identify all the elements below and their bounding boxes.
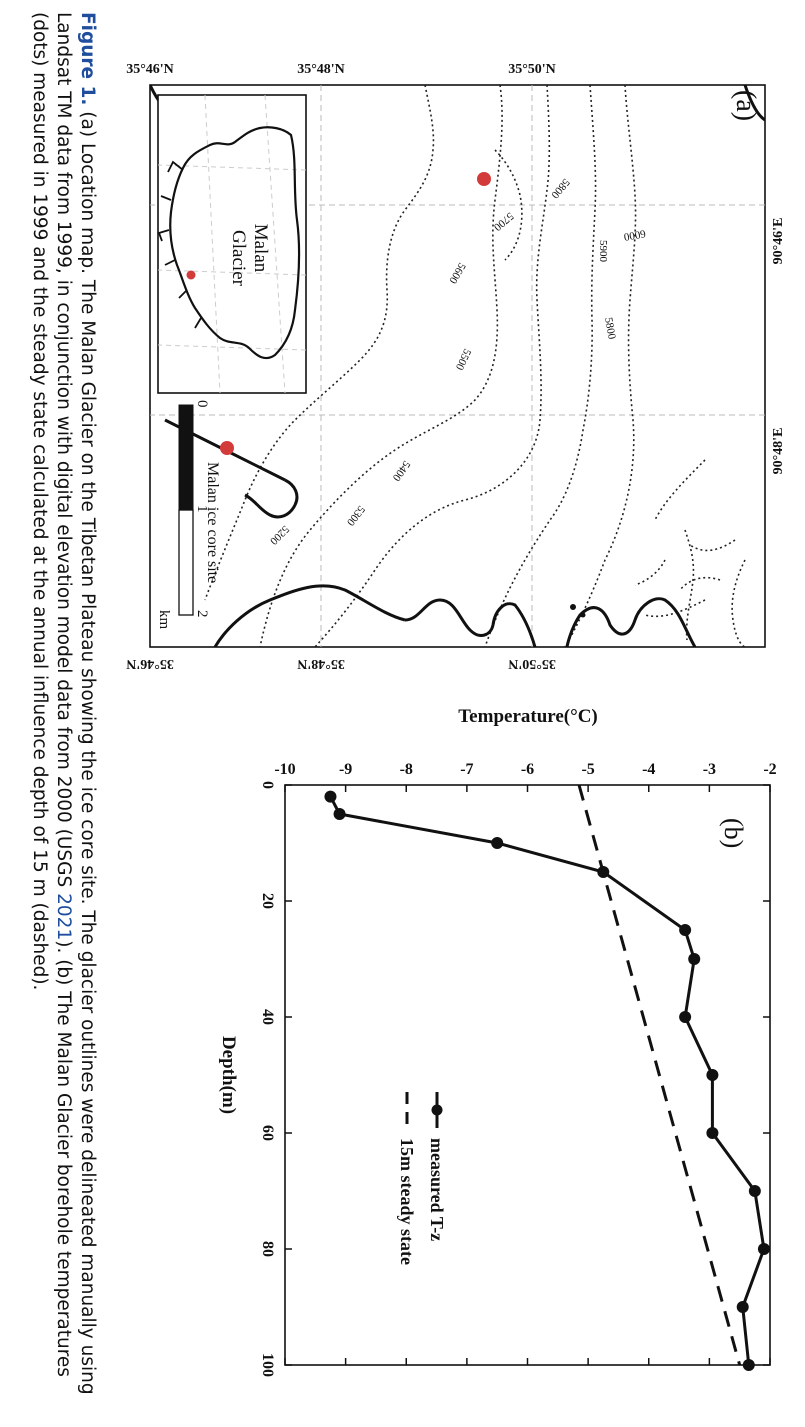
inset-site-marker [186, 270, 196, 280]
scale-bar-white [178, 509, 194, 616]
map-tick-labels: 90°46'E 90°48'E 35°50'N 35°48'N 35°46'N … [126, 62, 786, 671]
measured-point [491, 837, 504, 849]
legend-measured-label: measured T-z [427, 1138, 447, 1241]
measured-point [706, 1069, 719, 1081]
figure-caption: Figure 1. (a) Location map. The Malan Gl… [27, 12, 99, 1412]
y-tick-label: -4 [642, 761, 655, 778]
chart-ylabel: Temperature(°C) [458, 706, 598, 727]
small-glacier-patches [570, 604, 586, 618]
chart-xlabel: Depth(m) [218, 1036, 239, 1114]
y-tick-label: -10 [274, 761, 295, 778]
y-tick-label: -3 [703, 761, 716, 778]
contour-label: 6000 [622, 227, 646, 243]
x-tick-label: 40 [259, 1009, 276, 1025]
x-tick-label: 80 [259, 1241, 276, 1257]
y-tick-label: -9 [339, 761, 352, 778]
measured-point [324, 790, 337, 803]
lat-tick-right-1: 35°50'N [508, 656, 556, 671]
measured-point [757, 1243, 770, 1255]
y-tick-label: -8 [400, 761, 413, 778]
lat-tick-left-1: 35°50'N [508, 62, 556, 77]
measured-point [679, 924, 692, 936]
scale-label-1: 1 [194, 505, 210, 513]
x-tick-label: 60 [259, 1125, 276, 1141]
y-tick-label: -7 [460, 761, 473, 778]
borehole-temperature-chart: 0 20 40 60 80 100 -10 -9 -8 -7 -6 -5 -4 -3 -2 (b) Temp… [218, 706, 777, 1377]
lon-tick-top-1: 90°46'E [771, 218, 786, 265]
chart-panel-label: (b) [719, 818, 748, 848]
lon-tick-top-2: 90°48'E [771, 428, 786, 475]
scale-label-2: 2 [194, 610, 210, 618]
inset-label-malan: Malan [250, 224, 271, 273]
x-tick-label: 0 [259, 781, 276, 789]
figure-label: Figure 1. [77, 12, 98, 106]
y-tick-label: -6 [521, 761, 534, 778]
legend-measured-dot [431, 1104, 443, 1116]
lat-tick-right-2: 35°48'N [297, 656, 345, 671]
legend-steady-label: 15m steady state [397, 1138, 417, 1265]
measured-point [748, 1185, 761, 1197]
measured-point [742, 1359, 755, 1371]
measured-point [736, 1301, 749, 1313]
measured-point [706, 1127, 719, 1139]
contour-label: 5900 [597, 240, 609, 263]
chart-series-group [324, 784, 770, 1371]
map-legend: Malan ice core site 0 1 2 km [156, 400, 234, 630]
map-panel-label: (a) [730, 90, 761, 121]
inset-label-glacier: Glacier [228, 230, 249, 287]
scale-unit: km [156, 610, 172, 630]
chart-legend: measured T-z 15m steady state [397, 1092, 447, 1265]
measured-point [688, 953, 701, 965]
chart-axis-ticks: 0 20 40 60 80 100 -10 -9 -8 -7 -6 -5 -4 -3 -2 [259, 761, 777, 1377]
scale-bar-black [178, 404, 194, 511]
lat-tick-right-3: 35°46'N [126, 656, 174, 671]
chart-plot-frame [284, 784, 771, 1366]
legend-site-label: Malan ice core site [204, 462, 221, 583]
y-tick-label: -5 [581, 761, 594, 778]
ice-core-site-marker [477, 172, 491, 186]
measured-point [333, 808, 346, 820]
legend-site-marker [220, 441, 234, 455]
reference-link[interactable]: 2021 [53, 893, 74, 941]
lat-tick-left-3: 35°46'N [126, 62, 174, 77]
x-tick-label: 100 [259, 1353, 276, 1377]
steady-state-line [577, 784, 742, 1366]
contour-label: 5800 [602, 316, 618, 340]
inset-map: Malan Glacier [157, 94, 307, 394]
location-map: 6000 5900 5800 5700 5600 5800 5500 5400 … [126, 62, 786, 671]
y-tick-label: -2 [763, 761, 776, 778]
measured-point [679, 1011, 692, 1023]
x-tick-label: 20 [259, 893, 276, 909]
lat-tick-left-2: 35°48'N [297, 62, 345, 77]
inset-glacier-outline [169, 126, 301, 360]
scale-label-0: 0 [194, 400, 210, 408]
